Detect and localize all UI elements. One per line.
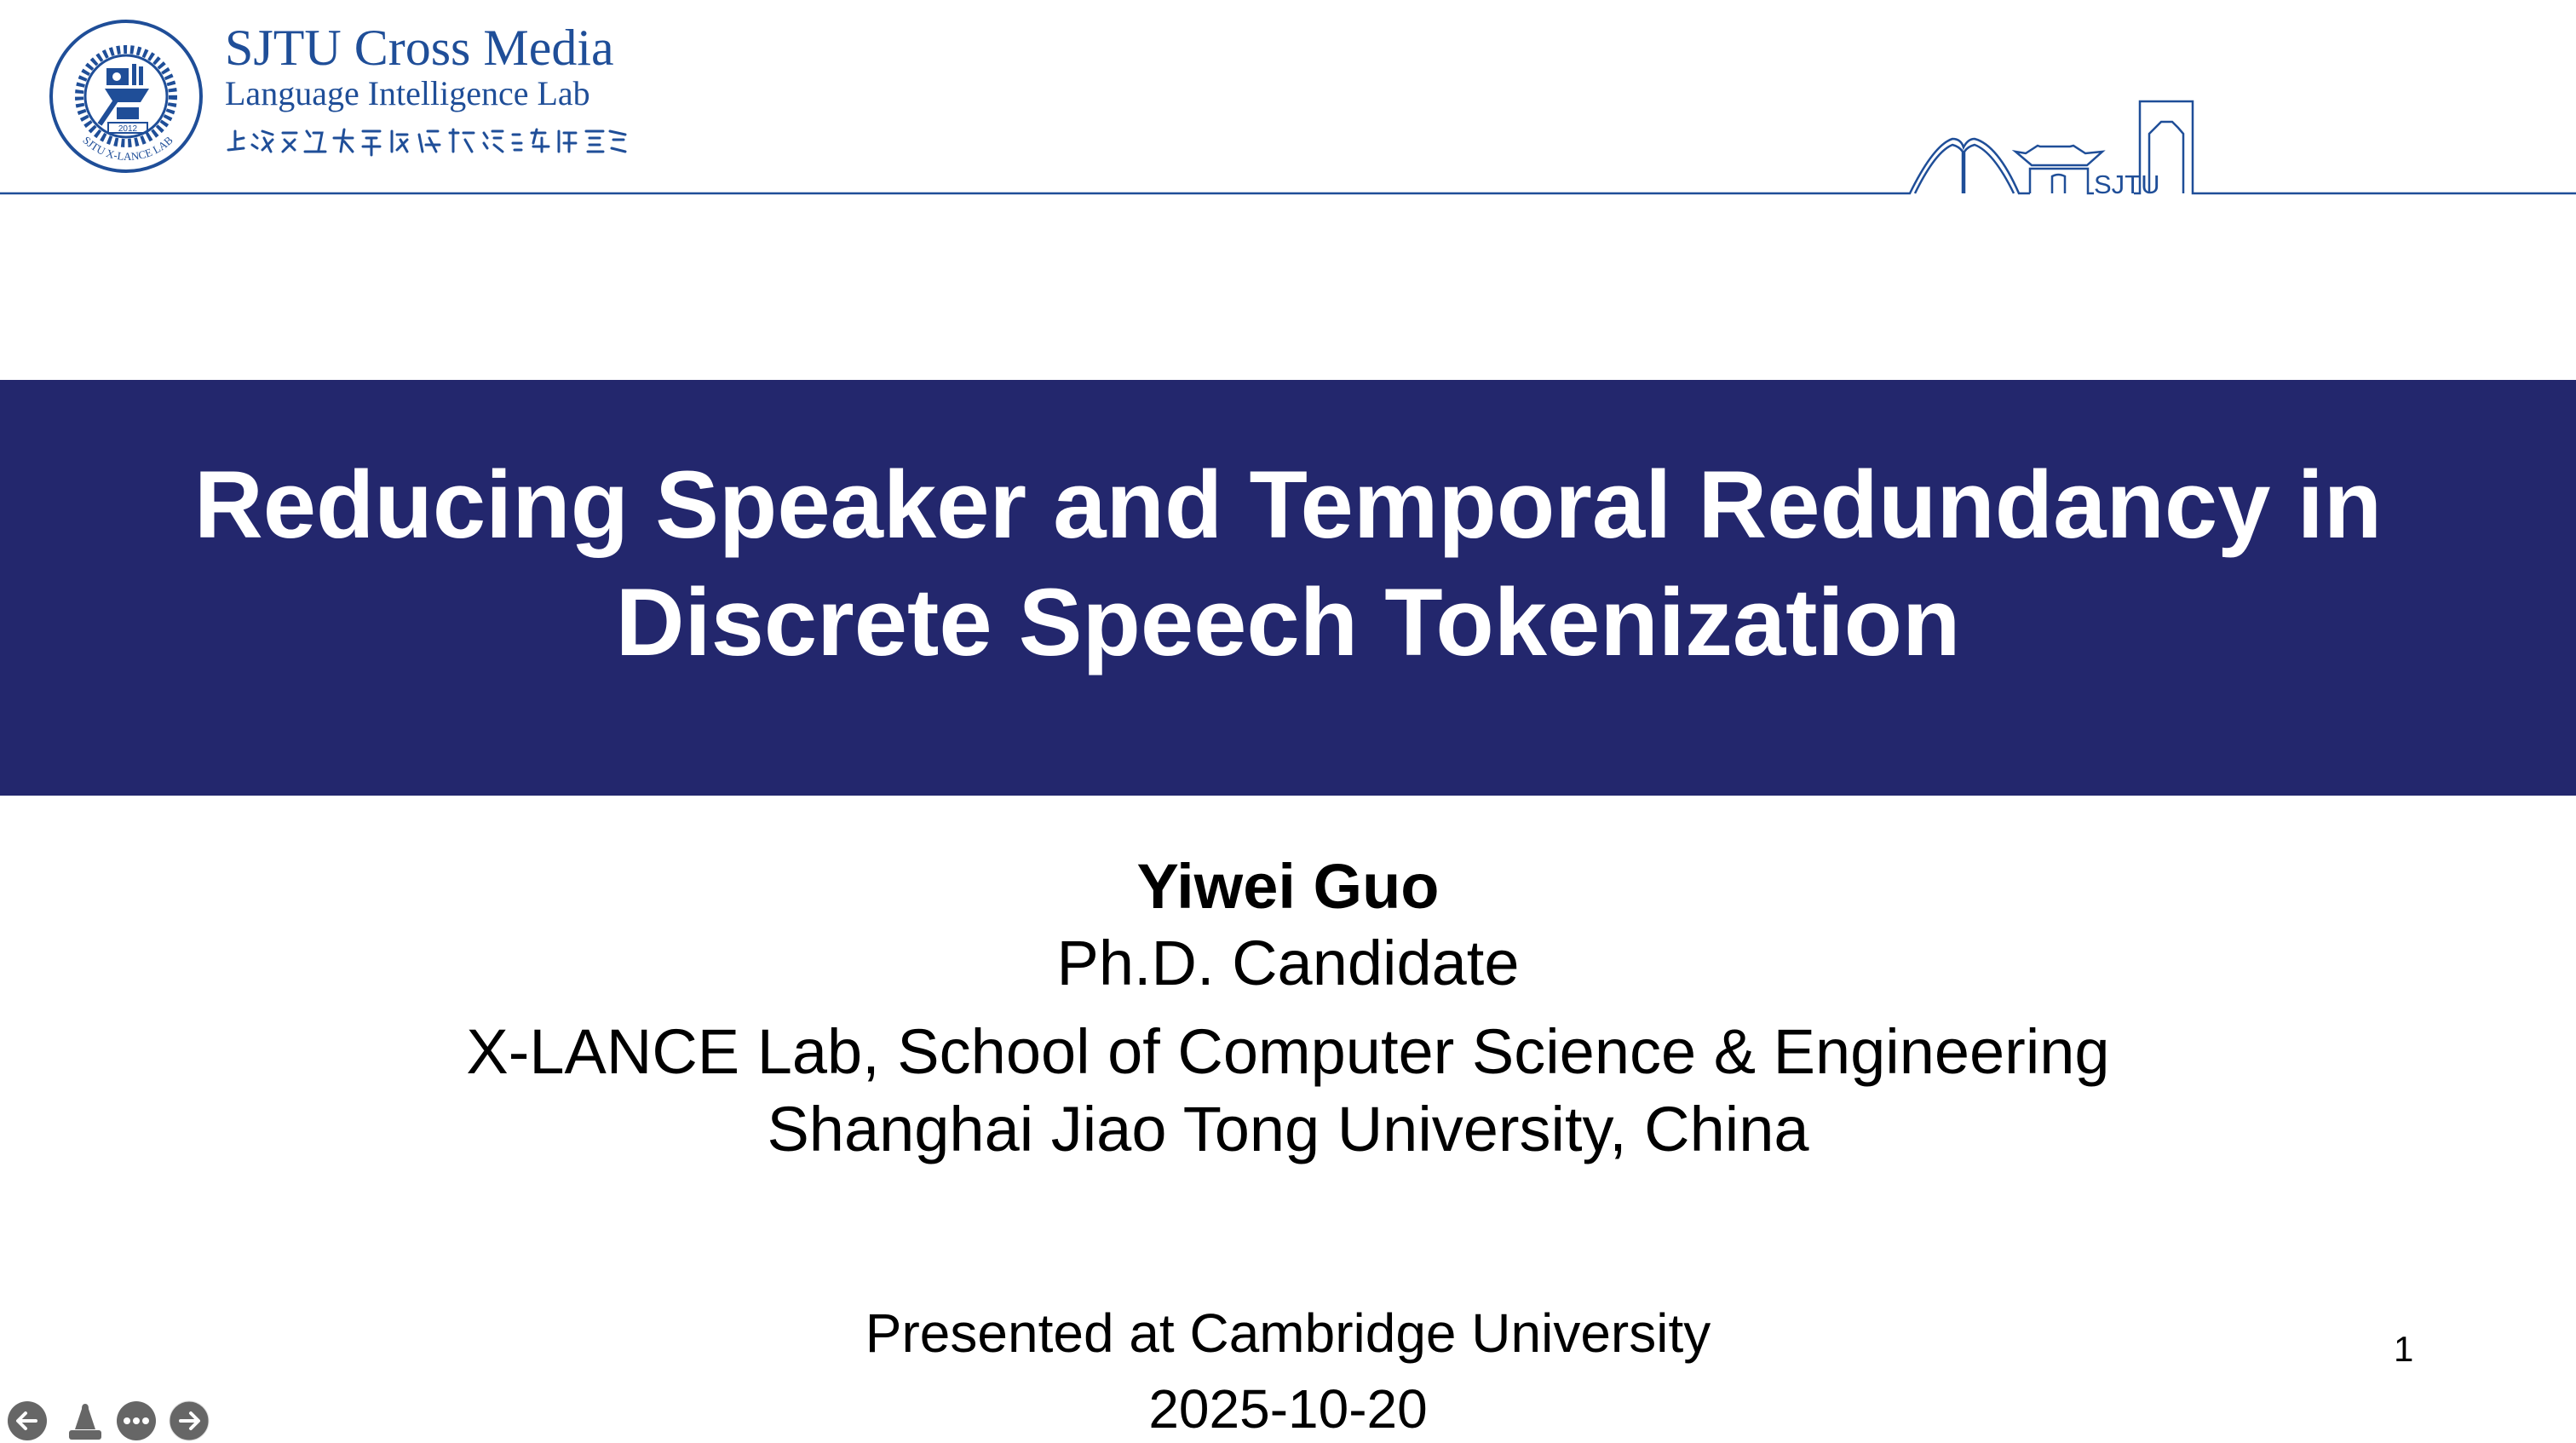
- arrow-right-icon[interactable]: [169, 1400, 210, 1441]
- seal-year: 2012: [118, 124, 138, 134]
- slide-title: Reducing Speaker and Temporal Redundancy…: [0, 446, 2576, 681]
- x-lance-seal-logo: 2012 SJTU X-LANCE LAB: [49, 20, 203, 173]
- page-number: 1: [2394, 1329, 2414, 1369]
- lab-chinese-calligraphy: [227, 128, 627, 157]
- title-line-2: Discrete Speech Tokenization: [615, 569, 1961, 676]
- skyline-label: SJTU: [2094, 170, 2160, 199]
- arrow-left-icon[interactable]: [7, 1400, 48, 1441]
- affiliation-line-2: Shanghai Jiao Tong University, China: [767, 1094, 1809, 1164]
- lab-name: SJTU Cross Media: [225, 20, 614, 76]
- presentation-date: 2025-10-20: [1148, 1378, 1428, 1440]
- pointer-icon[interactable]: [65, 1400, 106, 1441]
- author-role: Ph.D. Candidate: [1056, 928, 1520, 998]
- lab-subtitle: Language Intelligence Lab: [225, 74, 590, 112]
- venue: Presented at Cambridge University: [865, 1302, 1711, 1364]
- title-line-1: Reducing Speaker and Temporal Redundancy…: [193, 451, 2383, 558]
- more-icon[interactable]: [116, 1400, 157, 1441]
- header-skyline-divider: SJTU: [0, 100, 2576, 199]
- affiliation-line-1: X-LANCE Lab, School of Computer Science …: [466, 1016, 2110, 1087]
- author-name: Yiwei Guo: [1136, 851, 1440, 922]
- title-band: [0, 380, 2576, 796]
